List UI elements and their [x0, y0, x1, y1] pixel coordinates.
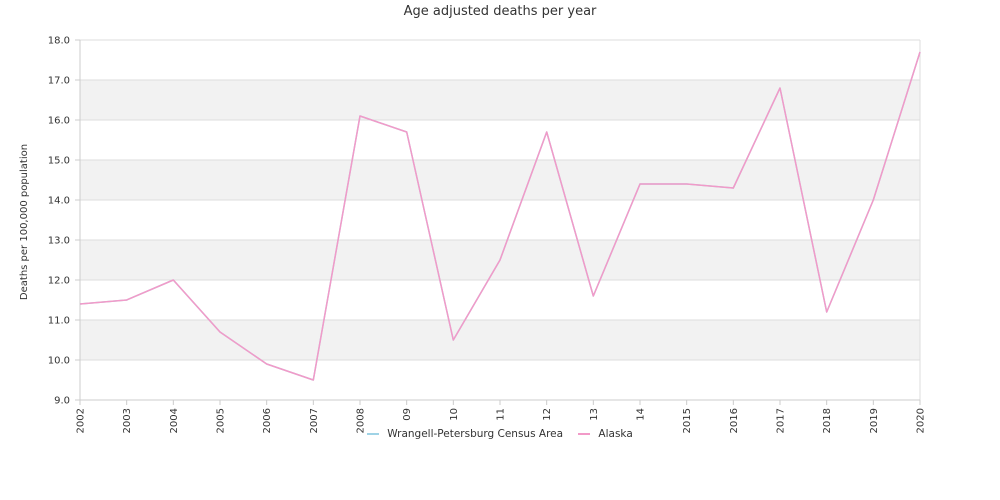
- x-tick-label: 2006: [262, 408, 273, 433]
- x-tick-label: 10: [449, 408, 460, 421]
- legend-item-alaska[interactable]: Alaska: [578, 428, 633, 440]
- x-tick-label: 2015: [682, 408, 693, 433]
- legend-swatch-alaska: [578, 433, 591, 435]
- grid-band: [80, 160, 920, 200]
- y-axis-label: Deaths per 100,000 population: [19, 144, 30, 300]
- legend-label-wrangell: Wrangell-Petersburg Census Area: [387, 428, 564, 440]
- legend-swatch-wrangell: [367, 433, 380, 435]
- x-tick-label: 11: [496, 408, 507, 421]
- legend: Wrangell-Petersburg Census Area Alaska: [0, 428, 1000, 440]
- y-tick-label: 9.0: [54, 396, 70, 407]
- x-tick-label: 2002: [76, 408, 87, 433]
- y-tick-label: 16.0: [48, 116, 70, 127]
- x-tick-label: 2016: [729, 408, 740, 433]
- chart-title: Age adjusted deaths per year: [403, 4, 597, 19]
- x-tick-label: 14: [636, 408, 647, 421]
- y-tick-label: 17.0: [48, 76, 70, 87]
- x-tick-label: 09: [402, 408, 413, 421]
- y-tick-label: 12.0: [48, 276, 70, 287]
- x-tick-label: 2007: [309, 408, 320, 433]
- grid-band: [80, 320, 920, 360]
- x-tick-label: 2008: [356, 408, 367, 433]
- x-tick-label: 2019: [869, 408, 880, 433]
- legend-item-wrangell[interactable]: Wrangell-Petersburg Census Area: [367, 428, 563, 440]
- legend-label-alaska: Alaska: [598, 428, 633, 440]
- y-tick-label: 11.0: [48, 316, 70, 327]
- x-tick-label: 2020: [916, 408, 927, 433]
- grid-band: [80, 80, 920, 120]
- y-tick-label: 13.0: [48, 236, 70, 247]
- x-tick-label: 2005: [216, 408, 227, 433]
- y-tick-label: 10.0: [48, 356, 70, 367]
- series-line-alaska: [79, 51, 921, 381]
- x-tick-label: 13: [589, 408, 600, 421]
- x-tick-label: 12: [542, 408, 553, 421]
- x-tick-label: 2018: [822, 408, 833, 433]
- y-tick-label: 18.0: [48, 36, 70, 47]
- x-tick-label: 2017: [776, 408, 787, 433]
- x-tick-label: 2003: [122, 408, 133, 433]
- y-tick-label: 14.0: [48, 196, 70, 207]
- x-tick-label: 2004: [169, 408, 180, 433]
- y-tick-label: 15.0: [48, 156, 70, 167]
